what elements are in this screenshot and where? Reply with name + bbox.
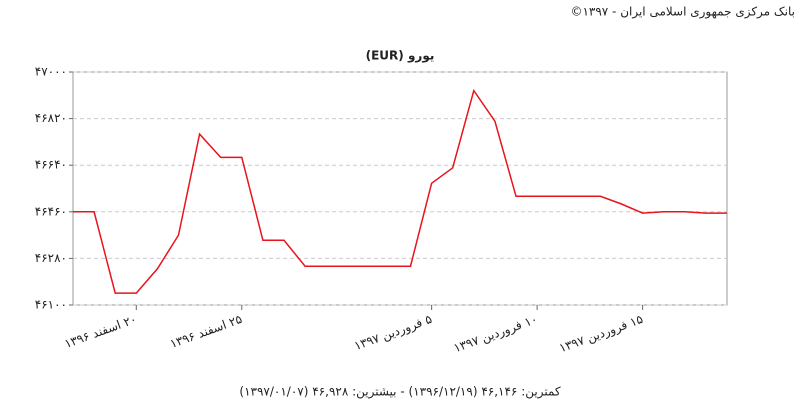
x-tick-label: ۲۵ اسفند ۱۳۹۶ xyxy=(168,312,244,351)
y-tick-label: ۴۷۰۰۰ xyxy=(35,65,67,79)
y-tick-label: ۴۶۱۰۰ xyxy=(35,298,67,312)
y-tick-label: ۴۶۲۸۰ xyxy=(35,251,67,265)
y-tick-label: ۴۶۴۶۰ xyxy=(35,204,67,218)
data-line xyxy=(73,88,727,294)
source: بانک مرکزی جمهوری اسلامی ایران - ۱۳۹۷© xyxy=(570,5,795,20)
plot-frame xyxy=(72,71,728,306)
chart-title: یورو (EUR) xyxy=(366,49,435,64)
x-tick-label: ۱۰ فروردین ۱۳۹۷ xyxy=(452,312,540,356)
x-tick-label: ۵ فروردین ۱۳۹۷ xyxy=(352,312,434,354)
y-tick-label: ۴۶۸۲۰ xyxy=(35,111,67,125)
footer: کمترین: ۴۶,۱۴۶ (۱۳۹۶/۱۲/۱۹) - بیشترین: ۴… xyxy=(239,385,560,400)
x-tick-label: ۱۵ فروردین ۱۳۹۷ xyxy=(557,312,645,356)
x-tick-label: ۲۰ اسفند ۱۳۹۶ xyxy=(63,312,139,351)
y-tick-label: ۴۶۶۴۰ xyxy=(35,158,67,172)
